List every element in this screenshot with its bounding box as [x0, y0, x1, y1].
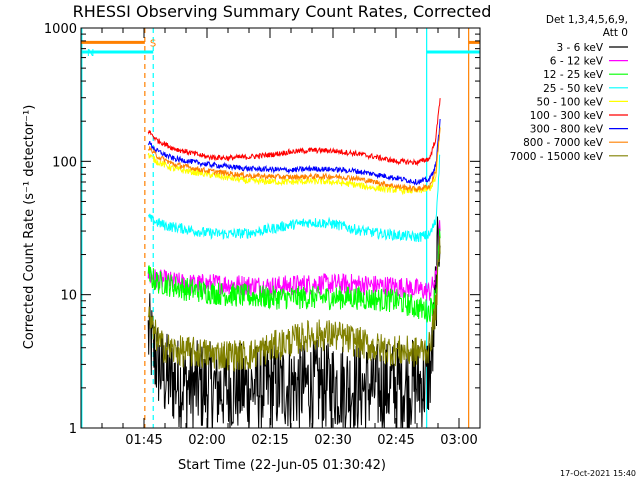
- series-line-800-7000keV: [147, 127, 441, 193]
- y-tick-label: 100: [52, 155, 77, 170]
- x-tick-label: 02:30: [314, 433, 351, 448]
- footer-timestamp: 17-Oct-2021 15:40: [560, 469, 636, 478]
- y-tick-label: 1000: [44, 22, 77, 37]
- x-tick-label: 02:00: [188, 433, 225, 448]
- legend: Det 1,3,4,5,6,9,Att 03 - 6 keV 6 - 12 keV…: [510, 14, 628, 163]
- annotation-label-N: N: [87, 48, 94, 59]
- legend-header-line: Att 0: [603, 27, 628, 39]
- x-tick-label: 03:00: [440, 433, 477, 448]
- legend-label: 3 - 6 keV: [556, 42, 603, 54]
- y-tick-label: 10: [60, 289, 77, 304]
- x-tick-label: 02:45: [377, 433, 414, 448]
- legend-label: 300 - 800 keV: [530, 124, 604, 136]
- x-tick-label: 01:45: [125, 433, 162, 448]
- legend-label: 800 - 7000 keV: [523, 137, 604, 149]
- series-line-50-100keV: [147, 126, 441, 196]
- plot-frame: [80, 27, 481, 429]
- legend-label: 7000 - 15000 keV: [510, 151, 604, 163]
- series-line-6-12keV: [147, 220, 441, 301]
- legend-label: 100 - 300 keV: [530, 110, 604, 122]
- annotation-label-S: S: [150, 38, 156, 49]
- legend-header-line: Det 1,3,4,5,6,9,: [546, 14, 628, 26]
- x-tick-label: 02:15: [251, 433, 288, 448]
- legend-label: 25 - 50 keV: [543, 83, 604, 95]
- plot-area: SN: [81, 28, 480, 428]
- axes: 01:45 02:00 02:15 02:30 02:45 03:00 1 10 100 1000: [44, 22, 481, 448]
- series-line-12-25keV: [147, 228, 441, 323]
- y-axis-label: Corrected Count Rate (s⁻¹ detector⁻¹): [22, 105, 37, 350]
- legend-label: 6 - 12 keV: [550, 56, 604, 68]
- chart-title: RHESSI Observing Summary Count Rates, Co…: [73, 2, 492, 21]
- series-line-3-6keV: [147, 216, 441, 428]
- legend-label: 12 - 25 keV: [543, 69, 604, 81]
- series-line-300-800keV: [147, 118, 441, 186]
- series-line-7000-15000keV: [147, 235, 441, 373]
- x-axis-label: Start Time (22-Jun-05 01:30:42): [178, 458, 386, 473]
- series-line-25-50keV: [147, 154, 441, 243]
- series-line-100-300keV: [147, 98, 441, 167]
- legend-label: 50 - 100 keV: [536, 96, 603, 108]
- y-tick-label: 1: [69, 422, 77, 437]
